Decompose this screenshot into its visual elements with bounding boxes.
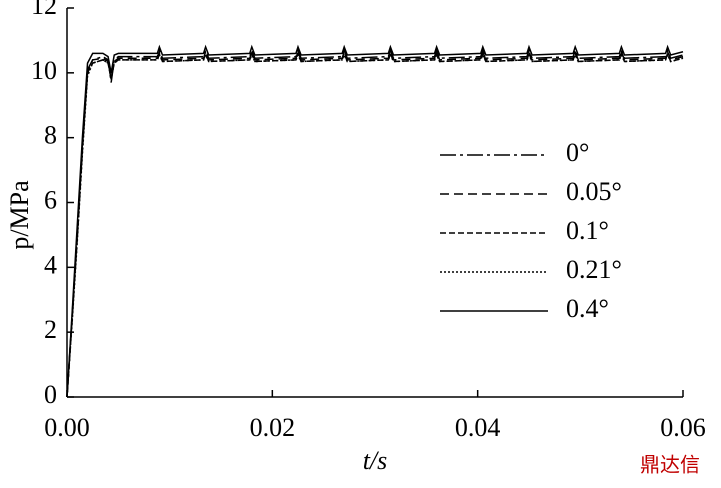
legend-label: 0.4° <box>566 294 609 323</box>
x-tick-label: 0.06 <box>660 413 706 442</box>
y-tick-label: 2 <box>44 315 57 344</box>
y-tick-label: 6 <box>44 185 57 214</box>
y-tick-label: 10 <box>31 56 57 85</box>
x-tick-label: 0.04 <box>455 413 501 442</box>
y-axis-label: p/MPa <box>5 180 34 250</box>
y-tick-label: 4 <box>44 250 57 279</box>
x-tick-label: 0.02 <box>250 413 296 442</box>
legend-label: 0° <box>566 138 589 167</box>
y-tick-label: 0 <box>44 380 57 409</box>
legend-label: 0.21° <box>566 255 622 284</box>
series-line <box>66 53 684 398</box>
legend-label: 0.05° <box>566 177 622 206</box>
watermark: 鼎达信 <box>640 453 700 477</box>
y-tick-label: 12 <box>31 0 57 20</box>
legend-label: 0.1° <box>566 216 609 245</box>
y-tick-label: 8 <box>44 121 57 150</box>
series-line <box>66 44 684 398</box>
x-axis-label: t/s <box>363 446 388 475</box>
x-tick-label: 0.00 <box>44 413 90 442</box>
